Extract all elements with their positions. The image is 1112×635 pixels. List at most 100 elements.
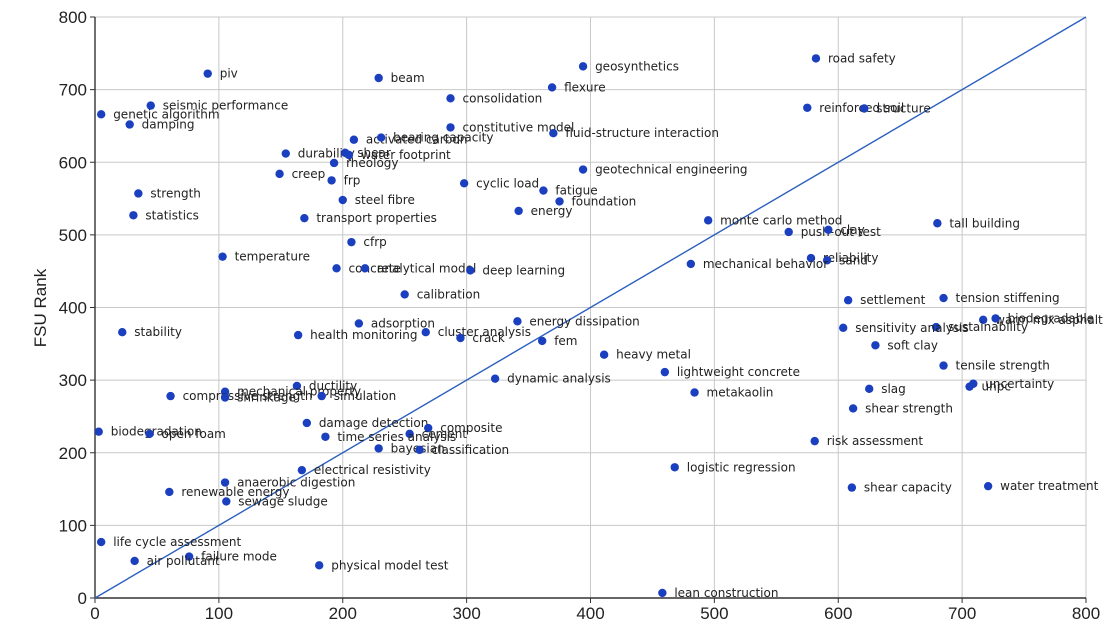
data-point xyxy=(302,418,312,428)
data-point xyxy=(315,561,324,570)
data-point-label: tensile strength xyxy=(956,359,1050,373)
x-tick-label: 500 xyxy=(700,604,728,623)
data-point-label: structure xyxy=(876,102,930,116)
data-point-label: seismic performance xyxy=(163,99,289,113)
data-point xyxy=(466,266,475,275)
x-tick-label: 200 xyxy=(329,604,357,623)
data-point xyxy=(871,341,880,350)
data-point xyxy=(220,478,230,487)
data-point xyxy=(415,445,424,455)
data-point-label: sustainability xyxy=(948,320,1028,334)
data-point-label: constitutive model xyxy=(463,120,575,134)
data-point-label: air pollutant xyxy=(147,554,220,568)
data-point-label: physical model test xyxy=(331,558,449,572)
data-point-label: uncertainty xyxy=(985,377,1054,391)
data-point-label: flexure xyxy=(564,80,606,94)
data-point-label: calibration xyxy=(417,287,481,301)
data-point xyxy=(860,104,869,113)
data-point-label: mechanical property xyxy=(237,385,361,399)
data-point-label: metakaolin xyxy=(707,385,774,399)
data-point xyxy=(446,123,455,132)
data-point-label: logistic regression xyxy=(687,460,796,474)
data-point-label: compressive strength xyxy=(183,389,313,403)
data-point-label: mechanical behavior xyxy=(703,257,828,271)
data-point-label: monte carlo method xyxy=(720,213,842,227)
data-point xyxy=(421,327,430,337)
y-tick-label: 700 xyxy=(59,81,87,100)
data-point xyxy=(490,374,500,383)
data-point xyxy=(660,367,670,377)
points-layer: piv road safety beam geosynthetics consolida… xyxy=(94,51,1103,600)
data-point xyxy=(376,133,386,142)
data-point xyxy=(933,219,942,228)
data-point xyxy=(400,290,409,299)
data-point-label: shrinkage xyxy=(237,391,296,405)
data-point xyxy=(347,237,356,247)
data-point-label: beam xyxy=(391,71,425,85)
x-tick-label: 0 xyxy=(90,604,99,623)
data-point xyxy=(824,225,833,234)
data-point-label: analytical model xyxy=(377,261,476,275)
data-point-label: anaerobic digestion xyxy=(237,476,355,490)
data-point-label: biodegradation xyxy=(111,425,202,439)
data-point xyxy=(96,110,106,119)
data-point xyxy=(374,73,383,83)
y-axis-title: FSU Rank xyxy=(31,268,50,347)
data-point xyxy=(822,256,832,265)
y-tick-label: 0 xyxy=(78,589,87,608)
data-point xyxy=(321,432,330,441)
data-point xyxy=(292,381,302,391)
data-point-label: statistics xyxy=(145,208,199,222)
data-point xyxy=(94,427,103,436)
data-point xyxy=(991,314,1000,323)
data-point xyxy=(456,333,465,343)
data-point-label: cement xyxy=(422,427,468,441)
y-tick-label: 400 xyxy=(59,299,87,318)
data-point-label: biodegradable xyxy=(1008,311,1095,325)
data-point xyxy=(599,350,609,359)
data-point xyxy=(865,384,874,394)
data-point-label: sensitivity analysis xyxy=(855,321,969,335)
data-point xyxy=(513,317,522,326)
data-point-label: time series analysis xyxy=(337,430,456,444)
data-point-label: stability xyxy=(134,325,182,339)
data-point xyxy=(703,216,713,225)
data-point-label: crack xyxy=(472,331,504,345)
data-point-label: energy xyxy=(531,204,573,218)
data-point xyxy=(459,179,469,188)
data-point xyxy=(983,481,993,491)
data-point-label: warm mix asphalt xyxy=(995,313,1103,327)
data-point xyxy=(978,315,988,325)
axes-layer: 0 100 200 300 400 500 600 700 800 0 100 200 300 400 50… xyxy=(59,8,1101,623)
data-point xyxy=(839,323,848,333)
data-point xyxy=(145,429,154,439)
data-point xyxy=(134,189,143,198)
data-point-label: renewable energy xyxy=(181,485,289,499)
data-point xyxy=(939,293,948,303)
grid-layer xyxy=(95,16,1087,598)
data-point xyxy=(810,436,819,446)
data-point xyxy=(537,336,547,346)
data-point-label: durability xyxy=(298,147,355,161)
y-tick-label: 600 xyxy=(59,153,87,172)
data-point xyxy=(424,423,433,433)
data-point-label: ductility xyxy=(309,379,357,393)
x-tick-label: 300 xyxy=(452,604,480,623)
data-point xyxy=(784,227,793,237)
x-tick-label: 700 xyxy=(948,604,976,623)
data-point-label: slag xyxy=(881,382,906,396)
x-tick-label: 600 xyxy=(824,604,852,623)
data-point-label: damping xyxy=(142,117,195,131)
data-point-label: energy dissipation xyxy=(529,314,639,328)
y-tick-label: 800 xyxy=(59,8,87,27)
data-point-label: transport properties xyxy=(316,211,437,225)
data-point-label: tension stiffening xyxy=(956,291,1060,305)
x-tick-label: 800 xyxy=(1072,604,1100,623)
data-point xyxy=(811,54,821,63)
data-point-label: activated carbon xyxy=(366,133,467,147)
data-point xyxy=(349,135,359,144)
data-point xyxy=(329,158,339,168)
data-point xyxy=(539,186,548,195)
